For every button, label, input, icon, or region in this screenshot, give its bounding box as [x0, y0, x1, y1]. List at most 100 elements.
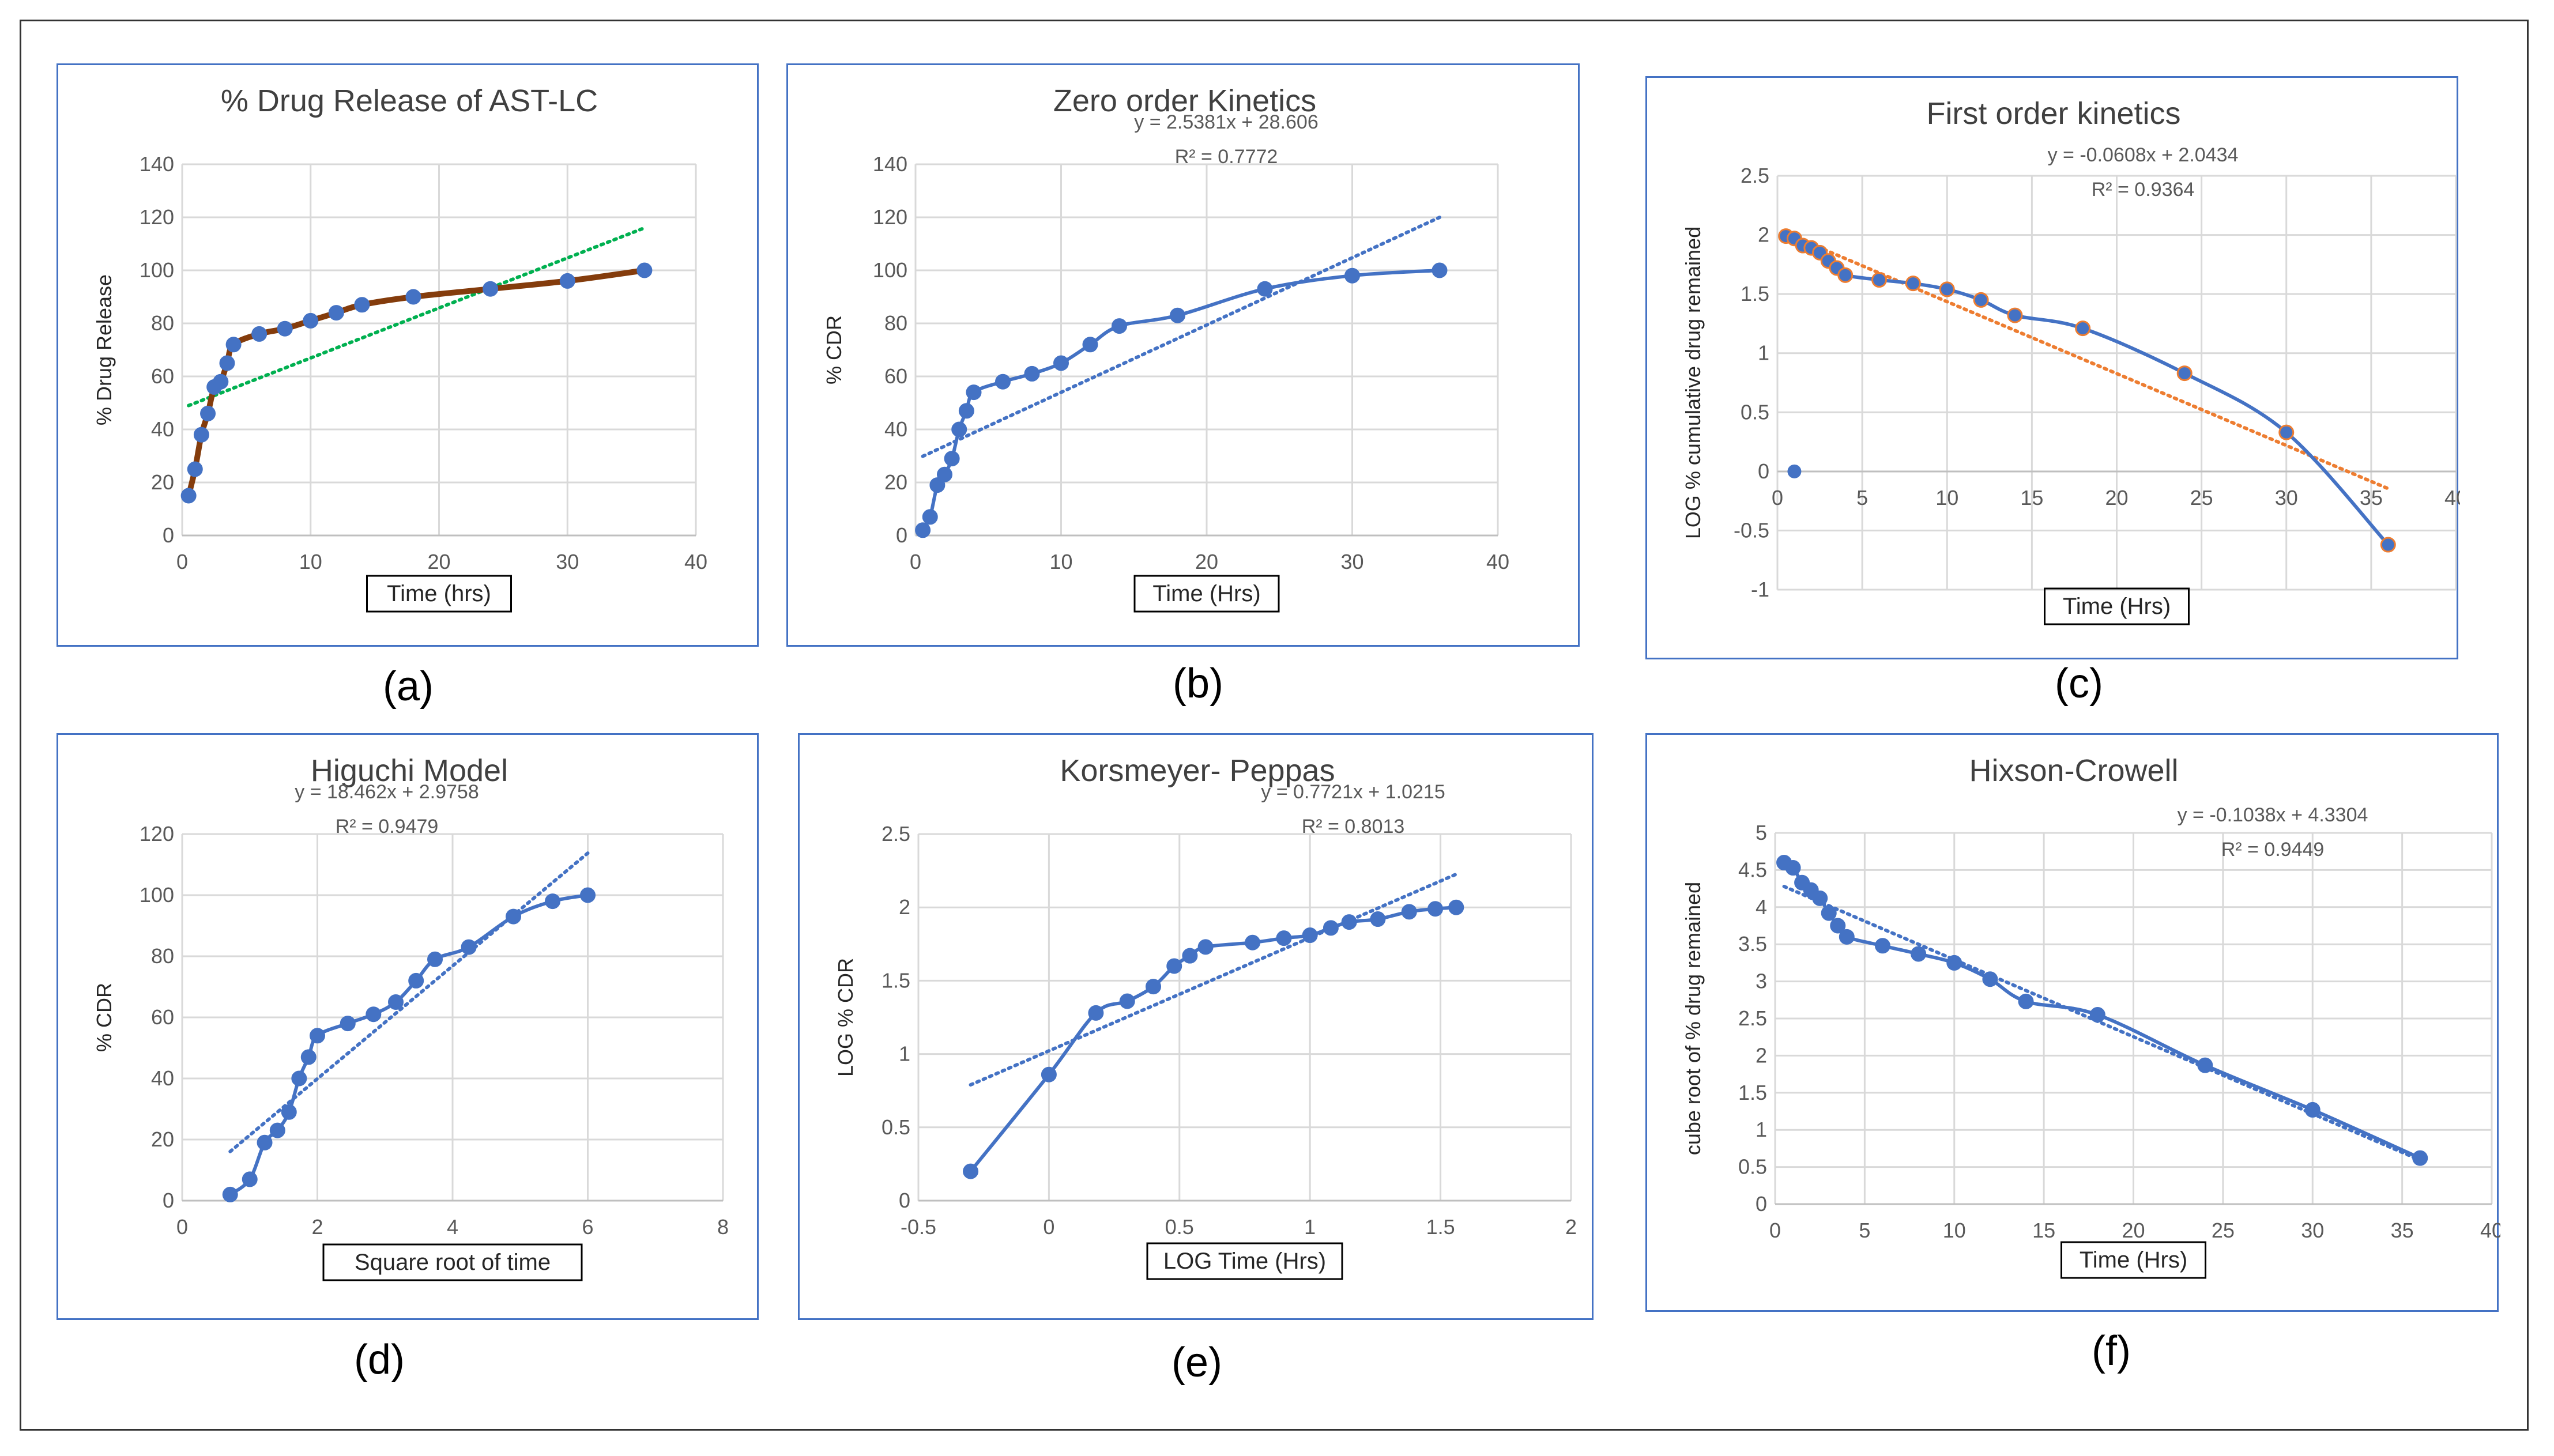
chart-panel-c: -1-0.500.511.522.50510152025303540First … [1645, 76, 2460, 659]
data-point [281, 1104, 297, 1120]
chart-panel-e: 0 0.5 1 1.5 2 2.5 -0.5 0 0.5 1 1.5 2 Korsmeyer- Pepp… [798, 733, 1594, 1320]
trend-r-squared: R² = 0.9449 [2221, 839, 2325, 861]
chart-svg-e: 0 0.5 1 1.5 2 2.5 -0.5 0 0.5 1 1.5 2 Korsmeyer- Pepp… [834, 753, 1577, 1280]
data-point [1182, 948, 1198, 964]
data-point [310, 1028, 325, 1044]
trendline [969, 872, 1458, 1087]
x-axis-label: Square root of time [355, 1250, 551, 1275]
x-axis-label: Time (Hrs) [2080, 1247, 2187, 1273]
x-tick-label: 0 [1769, 1219, 1781, 1242]
data-point [251, 326, 268, 342]
trend-r-squared: R² = 0.7772 [1175, 146, 1278, 168]
data-point [1839, 929, 1855, 945]
data-point [2075, 320, 2091, 337]
panel-label-b: (b) [1173, 661, 1223, 707]
y-tick-label: 2.5 [1741, 164, 1769, 187]
y-tick-label: 1.5 [1738, 1081, 1767, 1104]
data-point [1837, 267, 1854, 283]
y-axis-label: % Drug Release [92, 274, 116, 425]
data-point [193, 427, 209, 443]
data-point [2278, 424, 2295, 440]
data-point [1871, 272, 1888, 288]
data-point [1341, 914, 1357, 930]
data-point [257, 1134, 273, 1151]
x-tick-label: -0.5 [901, 1215, 936, 1239]
y-tick-label: 20 [884, 470, 907, 494]
data-point [213, 374, 229, 390]
x-tick-label: 40 [2444, 486, 2460, 510]
data-point [427, 951, 443, 967]
y-axis-label: % CDR [822, 315, 846, 384]
data-point [200, 405, 216, 421]
y-tick-label: 60 [151, 1005, 174, 1029]
data-point [1166, 958, 1182, 974]
chart-svg-b: 0 20 40 60 80 100 120 140 0 10 20 30 40 Zero order Ki… [822, 84, 1509, 613]
x-tick-label: 0 [176, 550, 188, 574]
data-point [2197, 1057, 2213, 1073]
series-line [186, 267, 645, 497]
y-tick-label: 140 [873, 152, 907, 176]
y-tick-label: 5 [1756, 821, 1767, 844]
data-point [2380, 537, 2396, 553]
x-tick-label: 40 [1486, 550, 1509, 574]
y-tick-label: 2 [899, 895, 910, 919]
x-tick-label: 0.5 [1165, 1215, 1194, 1239]
data-point [461, 939, 477, 955]
x-axis-label-box [366, 575, 512, 613]
y-tick-label: 3.5 [1738, 932, 1767, 956]
y-tick-label: 100 [140, 883, 174, 907]
data-point [366, 1006, 382, 1023]
y-tick-label: 2.5 [882, 822, 910, 846]
data-point [388, 994, 404, 1010]
data-point [1146, 979, 1162, 995]
data-point [951, 421, 967, 437]
x-axis-label-box [1146, 1242, 1343, 1280]
y-tick-label: 40 [151, 1066, 174, 1090]
x-axis-label-box [2044, 587, 2190, 625]
series-line [969, 906, 1456, 1173]
trend-equation: y = 2.5381x + 28.606 [1134, 111, 1318, 133]
y-tick-label: 4.5 [1738, 858, 1767, 881]
x-tick-label: 2 [311, 1215, 323, 1239]
x-tick-label: 15 [2020, 486, 2043, 510]
data-point-outlier [1787, 464, 1802, 478]
y-tick-label: 0 [1756, 1192, 1767, 1216]
data-point [966, 384, 982, 401]
x-tick-label: 6 [582, 1215, 593, 1239]
x-tick-label: 20 [2122, 1219, 2145, 1242]
trendline [228, 851, 590, 1153]
data-point [1939, 281, 1955, 297]
data-point [1112, 318, 1127, 334]
data-point [405, 289, 421, 305]
y-tick-label: 40 [884, 417, 907, 441]
chart-title: Higuchi Model [311, 753, 508, 788]
x-tick-label: 0 [1043, 1215, 1054, 1239]
y-tick-label: 0 [899, 1189, 910, 1212]
x-axis-label: Time (hrs) [387, 581, 491, 606]
trendline [1784, 231, 2390, 491]
y-tick-label: 20 [151, 1127, 174, 1151]
x-tick-label: 4 [447, 1215, 458, 1239]
x-tick-label: 8 [717, 1215, 729, 1239]
y-axis-label: cube root of % drug remained [1681, 882, 1705, 1155]
chart-svg-a: 0 20 40 60 80 100 120 140 0 10 20 30 40 % Drug Releas… [92, 84, 707, 613]
data-point [1946, 955, 1962, 971]
trend-equation: y = 0.7721x + 1.0215 [1261, 781, 1445, 803]
y-tick-label: 120 [140, 205, 174, 229]
trendline [921, 216, 1441, 458]
data-point [1119, 993, 1135, 1009]
chart-title: Korsmeyer- Peppas [1060, 753, 1335, 788]
y-tick-label: 140 [140, 152, 174, 176]
data-point [303, 312, 319, 329]
chart-panel-d: 0 20 40 60 80 100 120 0 2 4 6 8 Higuchi Model Square … [56, 733, 759, 1320]
y-axis-label: LOG % CDR [834, 958, 857, 1077]
x-tick-label: 25 [2212, 1219, 2235, 1242]
chart-panel-a: 0 20 40 60 80 100 120 140 0 10 20 30 40 % Drug Releas… [56, 63, 759, 647]
x-tick-label: 30 [2275, 486, 2298, 510]
data-point [915, 522, 931, 538]
y-tick-label: 0 [163, 1189, 174, 1212]
trend-r-squared: R² = 0.8013 [1302, 816, 1405, 838]
data-point [219, 355, 235, 371]
data-point [1302, 927, 1318, 944]
data-point [1911, 946, 1927, 962]
